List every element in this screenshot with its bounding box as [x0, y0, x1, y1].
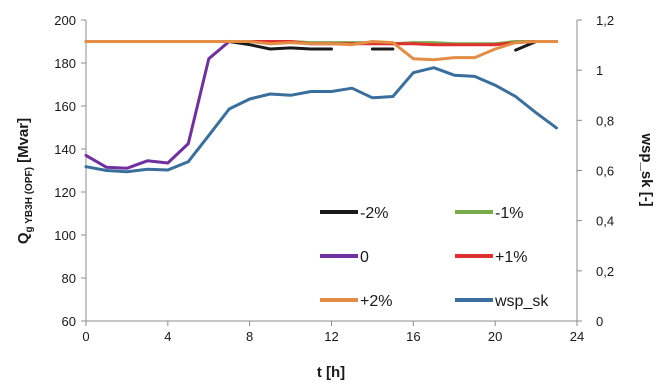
x-tick-label: 8: [246, 329, 253, 344]
y-tick-label: 160: [54, 99, 76, 114]
x-tick-label: 4: [164, 329, 171, 344]
series-line-4: [84, 40, 558, 62]
y2-tick-label: 0,8: [596, 113, 614, 128]
y-axis-title-subscript: g YB3H (OPF): [24, 167, 35, 232]
y-axis-title-unit: [Mvar]: [15, 118, 32, 167]
series-line-2: [84, 40, 231, 170]
y-axis-title: Qg YB3H (OPF) [Mvar]: [15, 118, 35, 244]
legend-label: +2%: [360, 293, 392, 310]
y2-axis-title: wsp_sk [-]: [638, 132, 655, 206]
y2-tick-label: 0,6: [596, 164, 614, 179]
x-axis-title: t [h]: [317, 364, 345, 381]
x-tick-label: 24: [570, 329, 584, 344]
y2-tick-label: 1: [596, 63, 603, 78]
y2-tick-label: 0: [596, 314, 603, 329]
y2-tick-label: 0,4: [596, 214, 614, 229]
y-axis-title-main: Q: [15, 232, 32, 244]
legend-label: 0: [360, 249, 369, 266]
legend: -2% -1% 0 +1% +2% wsp_sk: [320, 205, 549, 310]
axes: 0 4 8 12 16 20 24 60 80 100 120 140 160 180 200 0 0,2 0,4…: [54, 13, 614, 344]
x-tick-label: 0: [82, 329, 89, 344]
x-tick-label: 12: [324, 329, 338, 344]
x-tick-label: 16: [406, 329, 420, 344]
y-tick-label: 200: [54, 13, 76, 28]
y-tick-label: 80: [62, 271, 76, 286]
y2-tick-label: 1,2: [596, 13, 614, 28]
y-tick-label: 140: [54, 142, 76, 157]
series-layer: [84, 40, 558, 174]
y2-tick-label: 0,2: [596, 264, 614, 279]
legend-label: -2%: [360, 205, 388, 222]
legend-label: wsp_sk: [494, 293, 549, 310]
y-tick-label: 120: [54, 185, 76, 200]
x-tick-label: 20: [488, 329, 502, 344]
y-tick-label: 60: [62, 314, 76, 329]
legend-label: -1%: [495, 205, 523, 222]
legend-label: +1%: [495, 249, 527, 266]
y-tick-label: 180: [54, 56, 76, 71]
series-line-5: [84, 66, 558, 174]
y-tick-label: 100: [54, 228, 76, 243]
